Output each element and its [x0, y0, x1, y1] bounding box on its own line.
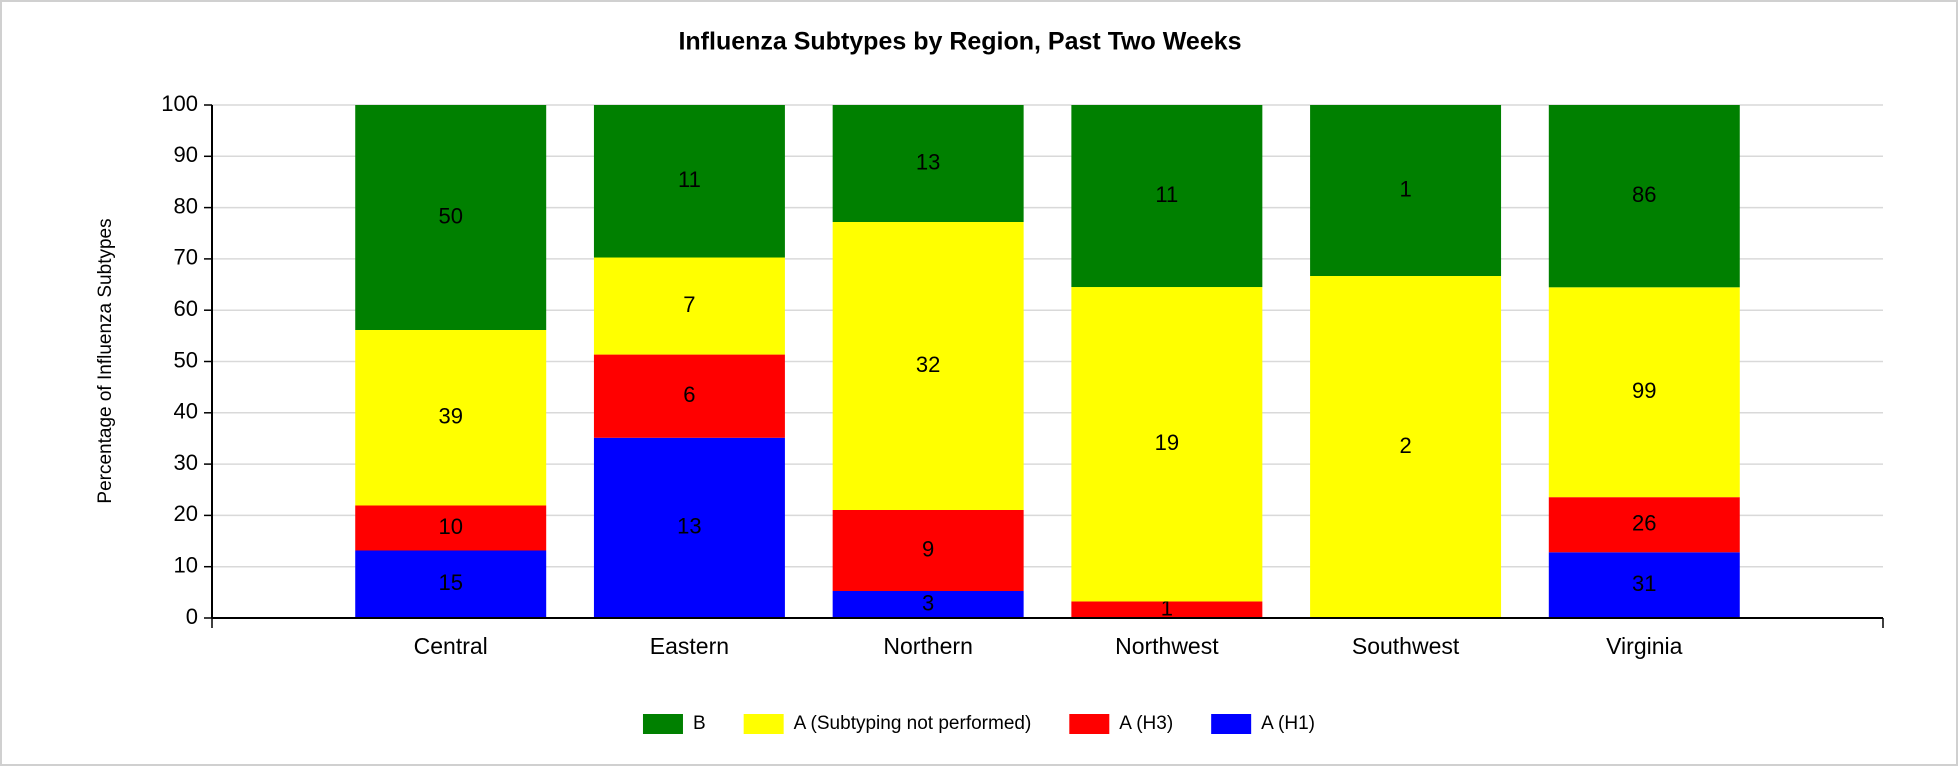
bar-segment [355, 550, 547, 618]
data-label: 10 [438, 514, 462, 539]
data-label: 39 [438, 404, 462, 429]
bar-segment [355, 105, 547, 330]
y-tick-label: 20 [174, 501, 198, 526]
bar-segment [1310, 105, 1502, 276]
bar-segment [1548, 287, 1740, 498]
y-tick-label: 50 [174, 347, 198, 372]
data-label: 7 [683, 292, 695, 317]
data-label: 13 [677, 514, 701, 539]
data-label: 32 [916, 352, 940, 377]
bar-segment [832, 591, 1024, 618]
bar-segment [593, 105, 785, 258]
bar-segment [593, 257, 785, 355]
data-label: 1 [1161, 596, 1173, 621]
bar-segment [832, 510, 1024, 591]
legend-swatch [1211, 714, 1252, 734]
y-tick-label: 90 [174, 142, 198, 167]
data-label: 13 [916, 149, 940, 174]
y-tick-label: 100 [161, 91, 198, 116]
y-axis-label: Percentage of Influenza Subtypes [95, 218, 116, 503]
bar-segment [832, 222, 1024, 510]
bar-segment [832, 105, 1024, 222]
chart-title: Influenza Subtypes by Region, Past Two W… [678, 28, 1241, 56]
y-tick-label: 70 [174, 245, 198, 270]
y-tick-label: 80 [174, 193, 198, 218]
y-tick-label: 0 [186, 604, 198, 629]
data-label: 11 [678, 167, 701, 192]
bar-segment [355, 330, 547, 506]
bar-segment [593, 354, 785, 438]
bar-segment [355, 505, 547, 551]
x-tick-label: Northwest [1115, 633, 1219, 659]
bar-segment [1310, 276, 1502, 618]
y-tick-label: 60 [174, 296, 198, 321]
data-label: 9 [922, 536, 934, 561]
legend-label: A (H3) [1119, 713, 1173, 734]
bar-segment [1548, 552, 1740, 618]
legend-label: B [693, 713, 706, 734]
legend-label: A (H1) [1261, 713, 1315, 734]
bar-segment [593, 437, 785, 618]
data-label: 19 [1155, 430, 1179, 455]
bar-segment [1071, 601, 1263, 618]
legend-swatch [1069, 714, 1110, 734]
x-tick-label: Eastern [650, 633, 729, 659]
data-label: 11 [1155, 182, 1178, 207]
bar-segment [1071, 105, 1263, 288]
x-tick-label: Southwest [1352, 633, 1460, 659]
data-label: 31 [1632, 571, 1656, 596]
legend-label: A (Subtyping not performed) [794, 713, 1032, 734]
data-label: 15 [438, 570, 462, 595]
x-tick-label: Northern [883, 633, 972, 659]
data-label: 50 [438, 203, 462, 228]
data-label: 2 [1399, 433, 1411, 458]
data-label: 1 [1399, 176, 1411, 201]
bar-segment [1548, 497, 1740, 553]
data-label: 26 [1632, 511, 1656, 536]
data-label: 86 [1632, 182, 1656, 207]
legend-swatch [642, 714, 683, 734]
data-label: 6 [683, 382, 695, 407]
bar-segment [1548, 105, 1740, 288]
data-label: 3 [922, 590, 934, 615]
y-tick-label: 30 [174, 450, 198, 475]
x-tick-label: Virginia [1606, 633, 1682, 659]
bar-segment [1071, 287, 1263, 602]
y-tick-label: 40 [174, 399, 198, 424]
legend-swatch [743, 714, 784, 734]
y-tick-label: 10 [174, 553, 198, 578]
x-tick-label: Central [414, 633, 488, 659]
data-label: 99 [1632, 378, 1656, 403]
